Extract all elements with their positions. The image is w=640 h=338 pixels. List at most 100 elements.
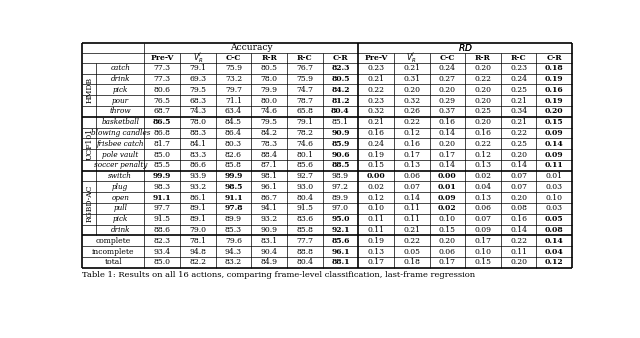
Text: 80.5: 80.5 <box>260 64 278 72</box>
Text: 0.11: 0.11 <box>403 204 420 212</box>
Text: 85.6: 85.6 <box>332 237 349 245</box>
Text: 0.25: 0.25 <box>510 86 527 94</box>
Text: blowing candles: blowing candles <box>90 129 150 137</box>
Text: 79.6: 79.6 <box>225 237 242 245</box>
Text: 93.2: 93.2 <box>189 183 206 191</box>
Text: 98.3: 98.3 <box>154 183 171 191</box>
Text: 0.22: 0.22 <box>474 140 492 148</box>
Text: 91.1: 91.1 <box>224 194 243 202</box>
Text: 85.5: 85.5 <box>154 161 171 169</box>
Text: 0.13: 0.13 <box>474 194 492 202</box>
Text: 80.4: 80.4 <box>296 194 313 202</box>
Text: 80.1: 80.1 <box>296 150 313 159</box>
Text: 92.7: 92.7 <box>296 172 313 180</box>
Text: 0.11: 0.11 <box>545 161 564 169</box>
Text: $V_R^l$: $V_R^l$ <box>406 50 417 65</box>
Text: 82.3: 82.3 <box>331 64 349 72</box>
Text: 79.1: 79.1 <box>296 118 313 126</box>
Text: 0.06: 0.06 <box>474 204 492 212</box>
Text: 0.14: 0.14 <box>545 237 564 245</box>
Text: 84.1: 84.1 <box>189 140 206 148</box>
Text: 0.23: 0.23 <box>367 97 385 105</box>
Text: throw: throw <box>109 107 131 115</box>
Text: pole vault: pole vault <box>102 150 138 159</box>
Text: 0.22: 0.22 <box>367 86 385 94</box>
Text: HMDB: HMDB <box>85 77 93 103</box>
Text: 80.3: 80.3 <box>225 140 242 148</box>
Text: 0.18: 0.18 <box>545 64 564 72</box>
Text: 84.2: 84.2 <box>260 129 278 137</box>
Text: 89.9: 89.9 <box>225 215 242 223</box>
Text: 0.18: 0.18 <box>403 258 420 266</box>
Text: 0.17: 0.17 <box>439 258 456 266</box>
Text: 90.9: 90.9 <box>331 129 349 137</box>
Text: 0.04: 0.04 <box>545 247 564 256</box>
Text: 0.14: 0.14 <box>403 194 420 202</box>
Text: 89.9: 89.9 <box>332 194 349 202</box>
Text: basketball: basketball <box>101 118 140 126</box>
Text: 83.3: 83.3 <box>189 150 207 159</box>
Text: pick: pick <box>113 86 128 94</box>
Text: 0.15: 0.15 <box>545 118 564 126</box>
Text: 0.01: 0.01 <box>546 172 563 180</box>
Text: R-C: R-C <box>511 54 527 62</box>
Text: pour: pour <box>112 97 129 105</box>
Text: 0.22: 0.22 <box>403 118 420 126</box>
Text: 0.17: 0.17 <box>367 258 385 266</box>
Text: 81.2: 81.2 <box>331 97 349 105</box>
Text: 0.19: 0.19 <box>367 150 385 159</box>
Text: 0.20: 0.20 <box>510 194 527 202</box>
Text: 97.8: 97.8 <box>224 204 243 212</box>
Text: 0.25: 0.25 <box>510 140 527 148</box>
Text: 79.5: 79.5 <box>189 86 206 94</box>
Text: 0.12: 0.12 <box>403 129 420 137</box>
Text: 85.1: 85.1 <box>332 118 349 126</box>
Text: 90.9: 90.9 <box>260 226 278 234</box>
Text: 85.6: 85.6 <box>296 161 313 169</box>
Text: 78.0: 78.0 <box>189 118 206 126</box>
Text: Table 1: Results on all 16 actions, comparing frame-level classification, last-f: Table 1: Results on all 16 actions, comp… <box>83 271 476 279</box>
Text: R-C: R-C <box>297 54 312 62</box>
Text: 0.21: 0.21 <box>403 64 420 72</box>
Text: 98.9: 98.9 <box>332 172 349 180</box>
Text: 0.02: 0.02 <box>474 172 492 180</box>
Text: drink: drink <box>111 226 130 234</box>
Text: 94.3: 94.3 <box>225 247 242 256</box>
Text: $\it{RD}$: $\it{RD}$ <box>458 42 472 53</box>
Text: 88.4: 88.4 <box>260 150 278 159</box>
Text: 0.07: 0.07 <box>403 183 420 191</box>
Text: 78.7: 78.7 <box>296 97 313 105</box>
Text: 0.31: 0.31 <box>403 75 420 83</box>
Text: 68.3: 68.3 <box>189 97 206 105</box>
Text: 0.03: 0.03 <box>546 183 563 191</box>
Text: 88.3: 88.3 <box>189 129 206 137</box>
Text: 79.1: 79.1 <box>189 64 206 72</box>
Text: 0.08: 0.08 <box>545 226 564 234</box>
Text: RGBD-AC: RGBD-AC <box>85 184 93 222</box>
Text: 0.08: 0.08 <box>510 204 527 212</box>
Text: 88.6: 88.6 <box>154 226 171 234</box>
Text: 93.2: 93.2 <box>260 215 278 223</box>
Text: 88.1: 88.1 <box>331 258 349 266</box>
Text: 90.6: 90.6 <box>331 150 349 159</box>
Text: 0.11: 0.11 <box>510 247 527 256</box>
Text: 0.10: 0.10 <box>367 204 385 212</box>
Text: 94.8: 94.8 <box>189 247 206 256</box>
Text: 0.24: 0.24 <box>510 75 527 83</box>
Text: 80.4: 80.4 <box>331 107 349 115</box>
Text: 88.5: 88.5 <box>332 161 349 169</box>
Text: 86.7: 86.7 <box>260 194 278 202</box>
Text: 91.5: 91.5 <box>154 215 171 223</box>
Text: 0.20: 0.20 <box>403 86 420 94</box>
Text: 0.07: 0.07 <box>510 183 527 191</box>
Text: 99.9: 99.9 <box>224 172 243 180</box>
Text: 95.0: 95.0 <box>331 215 349 223</box>
Text: 85.9: 85.9 <box>332 140 349 148</box>
Text: 0.12: 0.12 <box>545 258 564 266</box>
Text: 0.21: 0.21 <box>367 75 385 83</box>
Text: soccer penalty: soccer penalty <box>93 161 147 169</box>
Text: Accuracy: Accuracy <box>230 43 273 52</box>
Text: 88.8: 88.8 <box>296 247 313 256</box>
Text: 91.1: 91.1 <box>153 194 172 202</box>
Text: 0.17: 0.17 <box>403 150 420 159</box>
